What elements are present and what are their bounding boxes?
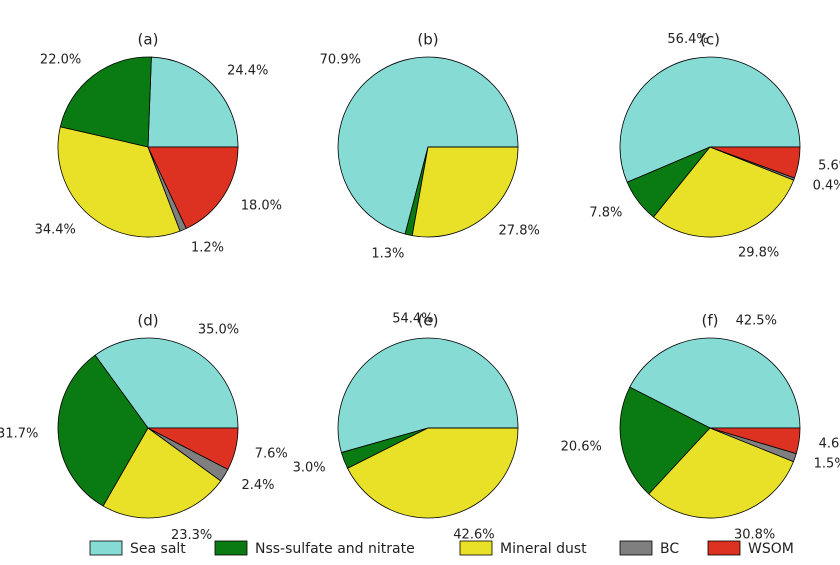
legend: Nss-sulfate and nitrate	[255, 541, 415, 557]
value-label: 27.8%	[499, 224, 540, 239]
value-label: 1.5%	[814, 457, 840, 472]
pie-slice	[629, 337, 801, 429]
value-label: 2.4%	[241, 478, 274, 493]
value-label: 42.5%	[736, 314, 777, 329]
pie-slice	[147, 146, 239, 229]
pie-slice	[648, 427, 794, 519]
pie-slice	[57, 126, 181, 238]
value-label: 30.8%	[734, 528, 775, 543]
value-label: 31.7%	[0, 426, 38, 441]
chart-title: (b)	[417, 31, 438, 49]
chart-title: (d)	[137, 312, 158, 330]
value-label: 1.3%	[371, 247, 404, 262]
pie-slice	[347, 427, 519, 519]
value-label: 22.0%	[40, 52, 81, 67]
pie-slice	[411, 146, 519, 238]
value-label: 54.4%	[392, 312, 433, 327]
value-label: 3.0%	[293, 460, 326, 475]
value-label: 70.9%	[320, 53, 361, 68]
legend-swatch	[459, 540, 493, 556]
legend: BC	[660, 541, 679, 557]
pie-slice	[94, 337, 239, 429]
chart-title: (e)	[418, 312, 439, 330]
pie-slice	[102, 427, 222, 519]
legend: WSOM	[748, 541, 794, 557]
chart-title: (c)	[700, 31, 720, 49]
pie-slice	[147, 56, 239, 148]
value-label: 0.4%	[813, 179, 840, 194]
legend: Mineral dust	[500, 541, 587, 557]
pie-slice	[337, 56, 519, 235]
chart-title: (a)	[138, 31, 159, 49]
pie-slice	[652, 146, 795, 238]
value-label: 5.6%	[818, 159, 840, 174]
value-label: 24.4%	[227, 63, 268, 78]
value-label: 56.4%	[667, 32, 708, 47]
legend-swatch	[707, 540, 741, 556]
value-label: 34.4%	[35, 222, 76, 237]
pie-slice	[147, 427, 239, 470]
legend-swatch	[89, 540, 123, 556]
pie-slice	[619, 56, 801, 183]
value-label: 23.3%	[171, 528, 212, 543]
value-label: 35.0%	[198, 323, 239, 338]
legend-swatch	[214, 540, 248, 556]
legend: Sea salt	[130, 541, 186, 557]
pie-slice	[337, 337, 519, 454]
pie-slice	[57, 354, 149, 507]
legend-swatch	[619, 540, 653, 556]
value-label: 42.6%	[453, 527, 494, 542]
pie-slice	[709, 427, 801, 455]
value-label: 1.2%	[191, 241, 224, 256]
value-label: 7.8%	[589, 206, 622, 221]
chart-title: (f)	[702, 312, 719, 330]
value-label: 18.0%	[241, 198, 282, 213]
pie-slice	[619, 386, 711, 495]
value-label: 29.8%	[738, 246, 779, 261]
pie-slice	[59, 56, 152, 148]
value-label: 20.6%	[561, 440, 602, 455]
pie-slice	[709, 146, 801, 179]
value-label: 7.6%	[255, 446, 288, 461]
value-label: 4.6%	[819, 436, 840, 451]
